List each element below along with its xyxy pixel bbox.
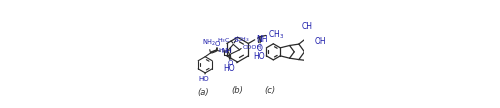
Text: NH$_2$: NH$_2$: [202, 38, 216, 48]
Text: (b): (b): [231, 86, 243, 95]
Text: NH: NH: [222, 48, 232, 54]
Text: H: H: [218, 48, 222, 53]
Text: CH$_3$: CH$_3$: [236, 35, 250, 44]
Text: HO: HO: [253, 52, 264, 61]
Text: HO: HO: [199, 76, 209, 82]
Text: OH: OH: [314, 37, 326, 46]
Text: HO: HO: [224, 64, 235, 73]
Text: NH: NH: [256, 35, 268, 44]
Text: (c): (c): [264, 86, 276, 95]
Text: CH: CH: [301, 22, 312, 31]
Text: H$_3$C: H$_3$C: [216, 36, 230, 44]
Text: CH$_3$: CH$_3$: [268, 29, 284, 41]
Text: O: O: [228, 60, 233, 66]
Text: O: O: [256, 44, 262, 53]
Text: (a): (a): [197, 88, 208, 97]
Text: S: S: [234, 37, 238, 43]
Text: O: O: [214, 41, 220, 47]
Text: COOH: COOH: [242, 45, 262, 50]
